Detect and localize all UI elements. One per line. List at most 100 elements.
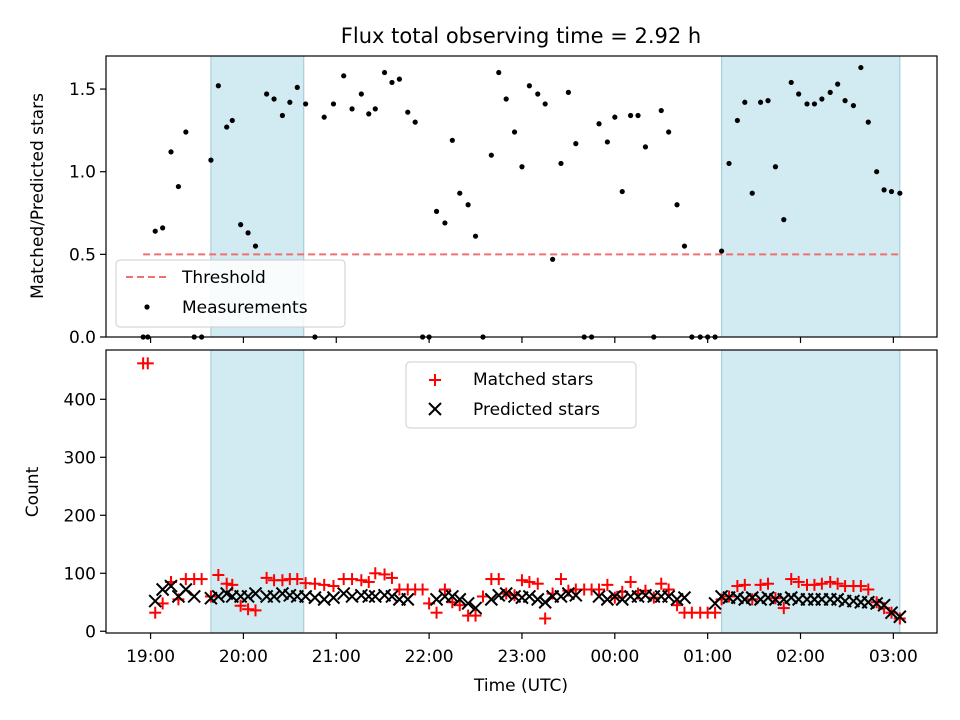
matched-star-point bbox=[593, 583, 606, 596]
bottom-legend: Matched stars Predicted stars bbox=[405, 361, 637, 429]
measurement-point bbox=[238, 222, 244, 228]
predicted-star-point bbox=[554, 589, 568, 604]
matched-star-point bbox=[762, 577, 775, 590]
predicted-star-point bbox=[429, 592, 444, 607]
measurement-point bbox=[742, 99, 748, 105]
matched-star-point bbox=[195, 573, 208, 586]
x-tick-label: 23:00 bbox=[497, 647, 546, 667]
matched-star-point bbox=[438, 583, 451, 596]
measurement-point bbox=[642, 144, 649, 150]
measurement-point bbox=[796, 91, 802, 97]
y-tick-label: 0.5 bbox=[69, 245, 96, 265]
predicted-star-point bbox=[336, 586, 351, 601]
matched-star-point bbox=[831, 577, 844, 590]
y-tick-label: 0.0 bbox=[69, 328, 96, 348]
measurement-point bbox=[734, 117, 740, 124]
predicted-star-point bbox=[267, 589, 281, 604]
predicted-star-point bbox=[211, 589, 226, 604]
measurement-point bbox=[749, 190, 755, 196]
measurement-point bbox=[472, 233, 479, 239]
predicted-star-point bbox=[600, 592, 615, 607]
x-axis-label: Time (UTC) bbox=[473, 676, 568, 696]
measurement-point bbox=[330, 101, 337, 107]
predicted-star-point bbox=[893, 610, 907, 624]
measurement-point bbox=[718, 248, 725, 254]
predicted-star-point bbox=[187, 589, 201, 604]
shaded-region bbox=[721, 55, 901, 338]
matched-star-point bbox=[355, 574, 368, 587]
measurement-point bbox=[303, 101, 309, 107]
measurement-point bbox=[604, 139, 610, 145]
predicted-star-point bbox=[569, 588, 583, 603]
measurement-point bbox=[349, 106, 355, 112]
x-tick-label: 00:00 bbox=[590, 647, 639, 667]
matched-star-point bbox=[709, 606, 722, 619]
matched-star-point bbox=[469, 609, 482, 622]
predicted-star-point bbox=[461, 596, 475, 611]
y-tick-label: 200 bbox=[64, 506, 96, 526]
predicted-star-point bbox=[453, 592, 467, 607]
measurement-point bbox=[358, 91, 364, 97]
matched-star-point bbox=[308, 577, 321, 590]
predicted-stars-series bbox=[148, 579, 907, 624]
bottom-y-axis-ticks: 0 100 200 300 400 bbox=[64, 390, 106, 642]
measurement-point bbox=[152, 228, 158, 234]
measurement-point bbox=[366, 111, 372, 117]
matched-star-point bbox=[624, 575, 637, 588]
matched-star-point bbox=[249, 604, 262, 617]
matched-star-point bbox=[291, 573, 304, 586]
predicted-star-point bbox=[155, 582, 170, 597]
measurement-point bbox=[208, 157, 214, 163]
matched-star-point bbox=[204, 590, 217, 603]
y-tick-label: 300 bbox=[64, 448, 96, 468]
matched-stars-series bbox=[137, 357, 906, 625]
predicted-star-point bbox=[499, 586, 513, 601]
predicted-star-point bbox=[677, 590, 692, 605]
matched-star-point bbox=[430, 606, 443, 619]
matched-star-point bbox=[260, 571, 273, 584]
predicted-star-point bbox=[468, 601, 483, 615]
predicted-star-point bbox=[241, 589, 255, 604]
matched-star-point bbox=[777, 602, 790, 615]
measurement-point bbox=[412, 119, 418, 125]
measurements-series bbox=[140, 64, 903, 340]
matched-star-point bbox=[234, 599, 247, 612]
predicted-star-point bbox=[326, 590, 341, 605]
matched-star-point bbox=[824, 575, 837, 588]
predicted-star-point bbox=[884, 605, 899, 620]
x-tick-label: 02:00 bbox=[776, 647, 825, 667]
measurement-point bbox=[681, 243, 688, 249]
matched-star-point bbox=[327, 580, 340, 593]
matched-star-point bbox=[754, 578, 767, 591]
predicted-star-point bbox=[362, 589, 376, 604]
y-tick-label: 1.5 bbox=[69, 80, 96, 100]
measurement-point bbox=[781, 217, 787, 223]
predicted-star-point bbox=[538, 595, 552, 609]
y-tick-label: 1.0 bbox=[69, 163, 96, 183]
matched-star-point bbox=[531, 577, 544, 590]
matched-star-point bbox=[369, 567, 382, 580]
measurement-point bbox=[627, 112, 634, 119]
predicted-star-point bbox=[661, 589, 676, 604]
measurement-point bbox=[596, 121, 602, 127]
measurement-point bbox=[215, 83, 221, 89]
matched-star-point bbox=[318, 578, 331, 591]
measurement-point bbox=[168, 149, 174, 155]
matched-star-point bbox=[212, 569, 225, 582]
predicted-star-point bbox=[615, 592, 629, 607]
predicted-star-point bbox=[592, 589, 606, 604]
measurement-point bbox=[573, 141, 579, 147]
top-y-axis-ticks: 0.0 0.5 1.0 1.5 bbox=[69, 80, 106, 348]
measurement-point bbox=[850, 102, 857, 109]
bottom-legend-box bbox=[405, 361, 637, 429]
measurement-point bbox=[865, 119, 871, 125]
predicted-star-point bbox=[608, 589, 622, 604]
predicted-star-point bbox=[445, 589, 460, 604]
measurement-point bbox=[835, 81, 841, 87]
x-tick-label: 19:00 bbox=[126, 647, 175, 667]
matched-star-point bbox=[554, 573, 567, 586]
matched-star-point bbox=[601, 578, 614, 591]
measurement-point bbox=[252, 243, 259, 249]
matched-star-point bbox=[385, 571, 398, 584]
